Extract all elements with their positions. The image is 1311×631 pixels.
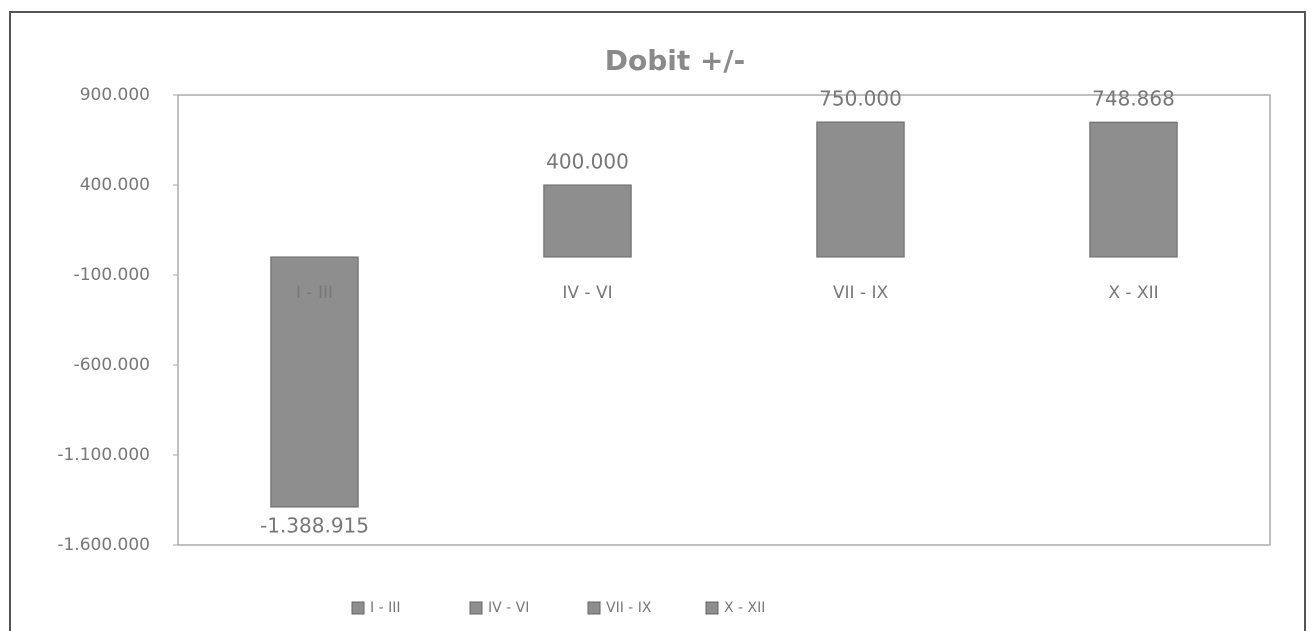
legend-swatch xyxy=(587,601,601,615)
chart-border xyxy=(9,11,1306,631)
x-tick-label: I - III xyxy=(296,283,333,303)
legend-label: X - XII xyxy=(724,600,765,616)
legend-swatch xyxy=(469,601,483,615)
legend-swatch xyxy=(351,601,365,615)
y-tick-label: -100.000 xyxy=(74,265,150,285)
bar xyxy=(1089,121,1178,258)
x-tick-label: X - XII xyxy=(1108,283,1158,303)
legend-swatch xyxy=(705,601,719,615)
y-tick-label: -1.600.000 xyxy=(57,535,150,555)
y-tick-label: 900.000 xyxy=(80,85,150,105)
y-tick-label: -1.100.000 xyxy=(57,445,150,465)
plot-area xyxy=(177,94,1271,546)
bar xyxy=(816,121,905,258)
value-label: 400.000 xyxy=(546,150,629,174)
bar xyxy=(543,184,632,258)
legend-label: VII - IX xyxy=(606,600,652,616)
value-label: -1.388.915 xyxy=(260,514,369,538)
x-tick-label: IV - VI xyxy=(562,283,612,303)
value-label: 748.868 xyxy=(1092,87,1175,111)
chart-title: Dobit +/- xyxy=(605,44,746,77)
bar xyxy=(270,256,359,508)
y-tick-label: 400.000 xyxy=(80,175,150,195)
legend-label: I - III xyxy=(370,600,400,616)
y-tick-label: -600.000 xyxy=(74,355,150,375)
x-tick-label: VII - IX xyxy=(833,283,889,303)
value-label: 750.000 xyxy=(819,87,902,111)
legend-label: IV - VI xyxy=(488,600,529,616)
